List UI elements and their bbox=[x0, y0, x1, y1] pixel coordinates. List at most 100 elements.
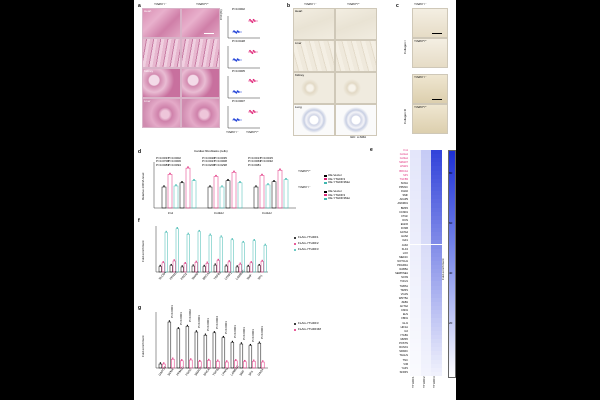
panel-d-group-2: Col3A1 bbox=[214, 211, 224, 215]
ihc-liver-wt bbox=[335, 40, 377, 72]
heatmap-cell bbox=[420, 195, 432, 200]
heatmap-cell bbox=[420, 277, 432, 282]
heatmap-cell bbox=[410, 215, 421, 220]
heatmap-cell bbox=[420, 256, 432, 261]
bar bbox=[225, 180, 231, 209]
heatmap-cell bbox=[420, 293, 432, 298]
heatmap-cell bbox=[431, 293, 442, 298]
heatmap-cell bbox=[410, 339, 421, 344]
he-liver-wt bbox=[181, 98, 220, 128]
heatmap-cell bbox=[431, 281, 442, 286]
heatmap-cell bbox=[410, 199, 421, 204]
heatmap-cell bbox=[431, 228, 442, 233]
panel-d-legend-item: OE-Vector bbox=[328, 173, 342, 177]
heatmap-cell bbox=[431, 244, 442, 249]
data-point bbox=[244, 359, 246, 362]
data-point bbox=[285, 177, 287, 180]
data-point bbox=[261, 173, 263, 176]
heatmap-row-label: ZEB1 bbox=[401, 301, 409, 305]
ihc-kidney-ko bbox=[293, 72, 335, 104]
panel-g-category-label: GAS4 bbox=[257, 367, 265, 376]
heatmap-row-label: EGFR bbox=[400, 222, 408, 226]
data-point bbox=[231, 340, 234, 343]
panel-d-legend-item: OE-YTHDF3 bbox=[328, 176, 346, 181]
heatmap-cell bbox=[420, 252, 432, 257]
heatmap-cell bbox=[410, 277, 421, 282]
panel-e-label: e bbox=[370, 147, 373, 153]
bar bbox=[283, 179, 289, 209]
bar bbox=[216, 260, 220, 273]
panel-a-col-header-1: Ythdf3⁻/⁻ bbox=[154, 2, 167, 6]
data-point bbox=[235, 119, 238, 122]
panel-g-pvalue: P<0.0001 bbox=[242, 327, 246, 340]
heatmap-cell bbox=[420, 371, 432, 376]
data-point bbox=[267, 183, 269, 185]
panel-g-category-label: LPAR1 bbox=[221, 366, 230, 376]
heatmap-cell bbox=[431, 182, 442, 187]
panel-g-chart: GAPDH SCNA PPM1C FGD2 SMAD7 BRCA1 TGFB3 LPAR1 LA… bbox=[155, 312, 268, 377]
legend-marker bbox=[294, 248, 296, 251]
panel-d-pvalue: P=0.0020 bbox=[202, 156, 215, 160]
data-point bbox=[193, 178, 195, 181]
heatmap-row-label: KLF4 bbox=[401, 247, 408, 251]
heatmap-row-label: SMAD7 bbox=[399, 161, 408, 165]
data-point bbox=[192, 264, 194, 266]
panel-b-col-header-1: Ythdf3⁻/⁻ bbox=[304, 2, 317, 6]
legend-swatch bbox=[324, 190, 327, 193]
legend-marker bbox=[294, 322, 296, 325]
he-kidney-ko bbox=[142, 68, 181, 98]
heatmap-cell bbox=[431, 297, 442, 303]
panel-a-pvalue-3: P=0.0005 bbox=[232, 69, 245, 73]
heatmap-cell bbox=[420, 207, 432, 212]
heatmap-cell bbox=[420, 150, 432, 155]
heatmap-cell bbox=[420, 236, 432, 241]
heatmap-cell bbox=[431, 351, 442, 356]
heatmap-row-label: ELN bbox=[402, 313, 408, 317]
heatmap-row-label: SMF bbox=[402, 194, 408, 198]
heatmap-cell bbox=[410, 182, 421, 187]
panel-d-pvalue: P=0.0027 bbox=[202, 159, 215, 164]
bar bbox=[183, 263, 187, 273]
heatmap-cell bbox=[420, 244, 432, 249]
heatmap-row-label: SFRP1 bbox=[399, 370, 408, 374]
ihc-heart-ko bbox=[293, 8, 335, 40]
heatmap-cell bbox=[410, 211, 421, 216]
heatmap-cell bbox=[410, 248, 421, 253]
bar bbox=[239, 343, 244, 369]
bar bbox=[185, 326, 190, 369]
bar bbox=[261, 361, 265, 369]
heatmap-cell bbox=[431, 162, 442, 167]
panel-c-row-3: Ythdf3⁺/⁺ bbox=[414, 105, 427, 109]
panel-a-xlabel-1: Ythdf3⁻/⁻ bbox=[226, 130, 239, 134]
data-point bbox=[162, 261, 164, 263]
panel-d-legend-heading-2: Ythdf3⁻/⁻ bbox=[298, 185, 311, 189]
panel-d-pvalue: P=0.0083 bbox=[156, 162, 169, 167]
bar bbox=[271, 181, 277, 209]
bar bbox=[207, 186, 213, 209]
heatmap-cell bbox=[420, 178, 432, 183]
heatmap-cell bbox=[431, 343, 442, 348]
panel-b-row-liver: Liver bbox=[295, 41, 302, 45]
data-point bbox=[217, 258, 219, 261]
bar bbox=[230, 239, 234, 273]
bar bbox=[191, 180, 197, 209]
heatmap-cell bbox=[410, 191, 421, 196]
bar bbox=[230, 342, 235, 369]
heatmap-cell bbox=[410, 265, 421, 270]
bar bbox=[212, 332, 217, 369]
bar bbox=[252, 240, 256, 273]
panel-d-ylabel: Relative mRNA level bbox=[141, 172, 145, 200]
panel-g-pvalue: P<0.0001 bbox=[224, 320, 228, 334]
heatmap-cell bbox=[410, 285, 421, 290]
data-point bbox=[249, 49, 251, 52]
data-point bbox=[163, 185, 165, 187]
ihc-lung-ko bbox=[293, 104, 335, 136]
heatmap-row-label: SOX9 bbox=[401, 276, 408, 280]
bar bbox=[162, 363, 166, 369]
collagen3-wt bbox=[412, 104, 448, 134]
heatmap-cell bbox=[410, 223, 421, 229]
bar bbox=[249, 262, 253, 273]
heatmap-cell bbox=[410, 195, 421, 200]
heatmap-row-label: POSTN bbox=[399, 342, 408, 346]
heatmap-cell bbox=[420, 310, 432, 315]
